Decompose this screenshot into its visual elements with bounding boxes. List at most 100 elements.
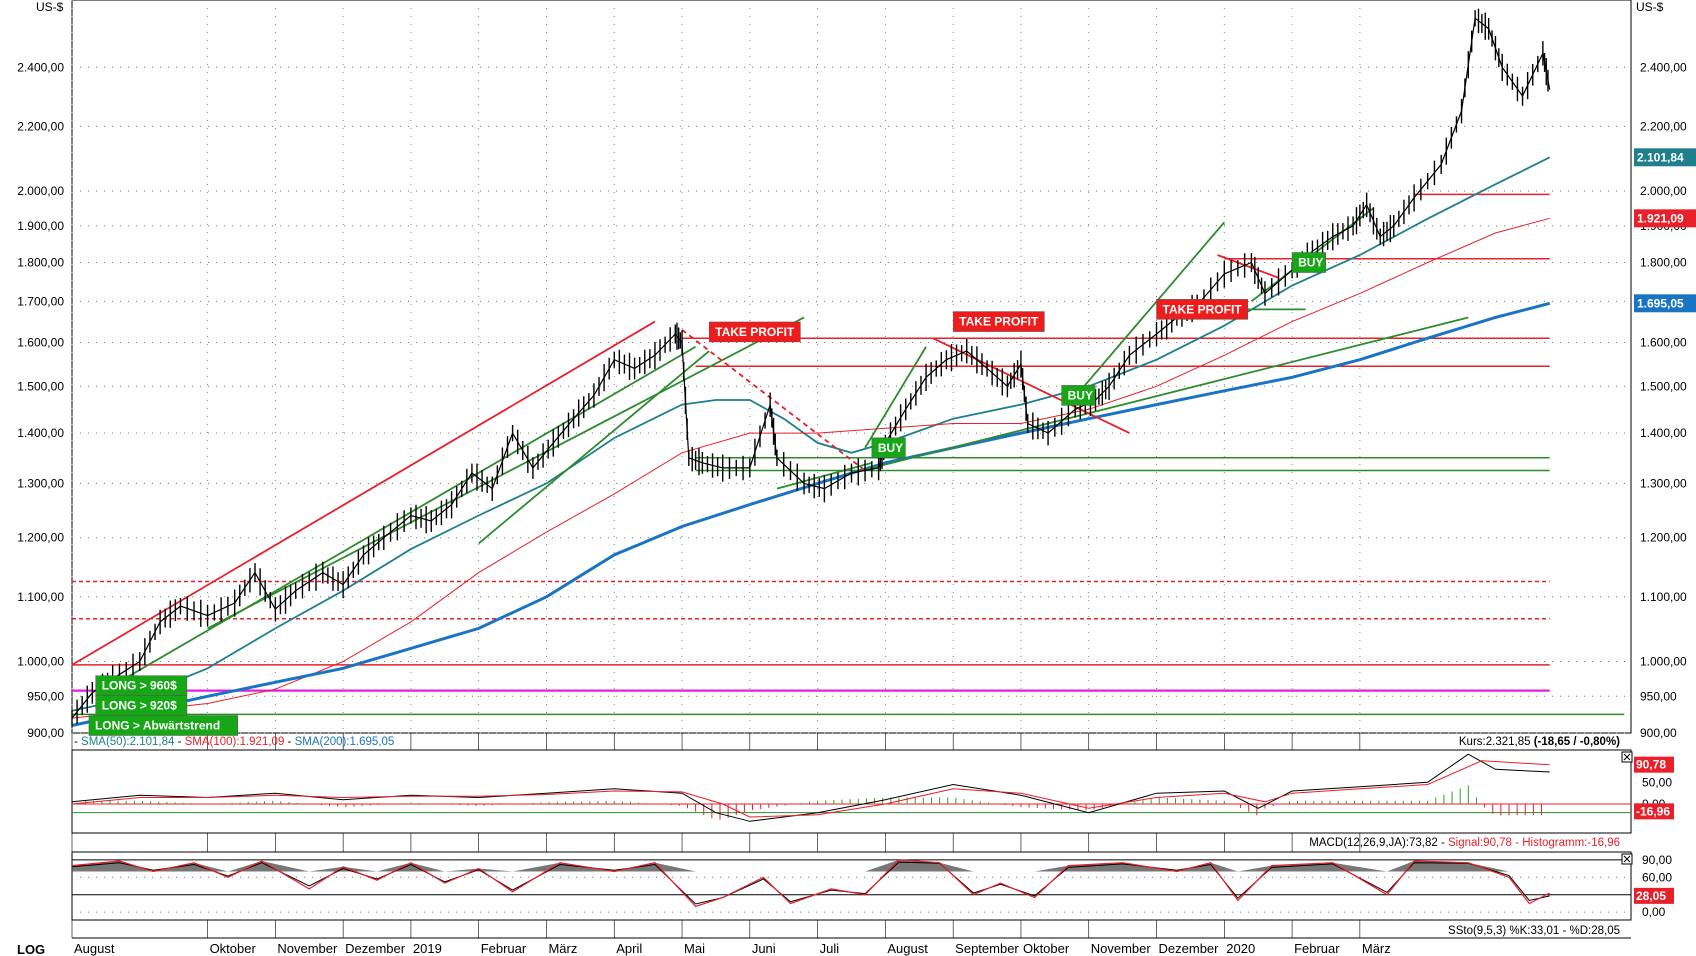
x-tick-label: März bbox=[1362, 941, 1391, 956]
annotation-box bbox=[1291, 252, 1326, 273]
trend-line bbox=[681, 329, 866, 472]
y-tick-label: 1.800,00 bbox=[1640, 256, 1687, 270]
kurs-readout: Kurs:2.321,85 (-18,65 / -0,80%) bbox=[1459, 736, 1620, 748]
macd-badge bbox=[1634, 756, 1674, 773]
stoch-badge bbox=[1634, 887, 1674, 904]
x-tick-label: Dezember bbox=[345, 941, 406, 956]
stoch-tick-label: 90,00 bbox=[1642, 853, 1672, 867]
stoch-tick-label: 0,00 bbox=[1642, 905, 1666, 919]
annotation-box bbox=[88, 715, 238, 736]
price-badge-label: 1.921,09 bbox=[1637, 211, 1684, 225]
y-unit-right: US-$ bbox=[1636, 0, 1664, 14]
price-badge bbox=[1634, 148, 1696, 167]
x-axis: August Oktober November Dezember 2019 Februar… bbox=[74, 941, 1391, 956]
macd-hist-badge-label: -16,96 bbox=[1636, 804, 1670, 818]
y-tick-label: 1.300,00 bbox=[1640, 476, 1687, 490]
x-tick-label: Februar bbox=[481, 941, 527, 956]
annotation-label: LONG > 960$ bbox=[102, 679, 177, 693]
sma-line bbox=[71, 217, 1550, 719]
y-tick-label: 1.400,00 bbox=[17, 426, 64, 440]
x-tick-label: Februar bbox=[1294, 941, 1340, 956]
price-badge-label: 2.101,84 bbox=[1637, 150, 1684, 164]
x-tick-label: Juni bbox=[752, 941, 776, 956]
price-badge bbox=[1634, 294, 1696, 313]
y-tick-label: 950,00 bbox=[27, 689, 64, 703]
kurs-label: Kurs: bbox=[1459, 736, 1486, 748]
x-tick-label: 2020 bbox=[1226, 941, 1255, 956]
x-tick-label: April bbox=[616, 941, 642, 956]
trend-line bbox=[71, 320, 656, 666]
x-tick-label: November bbox=[277, 941, 338, 956]
macd-legend: MACD(12,26,9,JA):73,82 - Signal:90,78 - … bbox=[1309, 837, 1620, 849]
macd-panel bbox=[71, 749, 1632, 834]
legend-sma50: SMA(50):2.101,84 bbox=[81, 736, 175, 748]
annotation-label: TAKE PROFIT bbox=[959, 315, 1039, 329]
macd-hist-label: Histogramm:-16,96 bbox=[1522, 837, 1620, 849]
price-badge bbox=[1634, 209, 1696, 228]
y-tick-label: 1.000,00 bbox=[1640, 654, 1687, 668]
legend-sma100: SMA(100):1.921,09 bbox=[185, 736, 285, 748]
log-scale-button[interactable]: LOG bbox=[17, 942, 45, 956]
x-tick-label: August bbox=[887, 941, 928, 956]
stoch-badge-label: 28,05 bbox=[1636, 889, 1666, 903]
y-axis-left: 2.400,00 2.200,00 2.000,00 1.900,00 1.800,00… bbox=[17, 60, 64, 740]
kurs-value: 2.321,85 bbox=[1486, 736, 1531, 748]
annotation-box bbox=[871, 437, 906, 459]
annotation-label: TAKE PROFIT bbox=[715, 325, 795, 339]
y-tick-label: 1.100,00 bbox=[1640, 590, 1687, 604]
annotation-label: TAKE PROFIT bbox=[1163, 302, 1243, 316]
x-tick-label: Dezember bbox=[1159, 941, 1220, 956]
x-tick-label: 2019 bbox=[413, 941, 442, 956]
y-tick-label: 2.000,00 bbox=[17, 184, 64, 198]
kurs-change: (-18,65 / -0,80%) bbox=[1534, 736, 1620, 748]
y-tick-label: 2.000,00 bbox=[1640, 184, 1687, 198]
y-tick-label: 2.200,00 bbox=[17, 119, 64, 133]
y-tick-label: 1.500,00 bbox=[1640, 379, 1687, 393]
x-tick-label: Mai bbox=[684, 941, 705, 956]
macd-badge-label: 90,78 bbox=[1636, 758, 1666, 772]
y-tick-label: 1.100,00 bbox=[17, 590, 64, 604]
x-tick-label: Oktober bbox=[1023, 941, 1070, 956]
y-tick-label: 1.400,00 bbox=[1640, 426, 1687, 440]
stoch-legend: SSto(9,5,3) %K:33,01 - %D:28,05 bbox=[1448, 925, 1620, 937]
trend-line bbox=[932, 337, 1130, 434]
trend-line bbox=[207, 316, 805, 630]
macd-signal-line bbox=[71, 760, 1550, 818]
y-tick-label: 2.400,00 bbox=[1640, 60, 1687, 74]
annotation-box bbox=[1156, 299, 1248, 320]
x-tick-label: September bbox=[955, 941, 1019, 956]
macd-signal-label: Signal:90,78 bbox=[1448, 837, 1512, 849]
annotation-box bbox=[1061, 385, 1096, 406]
y-tick-label: 900,00 bbox=[27, 726, 64, 740]
y-tick-label: 900,00 bbox=[1640, 726, 1677, 740]
x-tick-label: Oktober bbox=[210, 941, 257, 956]
price-badge-label: 1.695,05 bbox=[1637, 296, 1684, 310]
trend-line bbox=[1067, 221, 1225, 406]
annotation-box bbox=[708, 321, 801, 343]
macd-tick-label: 50,00 bbox=[1642, 775, 1672, 789]
y-tick-label: 950,00 bbox=[1640, 689, 1677, 703]
close-icon bbox=[1623, 855, 1631, 863]
close-icon bbox=[1623, 753, 1631, 761]
y-tick-label: 1.000,00 bbox=[17, 654, 64, 668]
annotation-box bbox=[952, 311, 1045, 332]
y-tick-label: 1.500,00 bbox=[17, 379, 64, 393]
annotation-label: BUY bbox=[1298, 256, 1323, 270]
y-tick-label: 1.600,00 bbox=[1640, 335, 1687, 349]
annotation-label: BUY bbox=[878, 441, 903, 455]
sma-legend: - SMA(50):2.101,84 - SMA(100):1.921,09 -… bbox=[74, 736, 394, 748]
stoch-tick-label: 60,00 bbox=[1642, 870, 1672, 884]
trade-annotations: TAKE PROFIT TAKE PROFIT TAKE PROFIT BUY BUY B… bbox=[88, 252, 1326, 736]
y-tick-label: 1.200,00 bbox=[17, 531, 64, 545]
x-tick-label: März bbox=[548, 941, 577, 956]
macd-line bbox=[71, 753, 1550, 822]
stoch-panel bbox=[71, 851, 1632, 921]
annotation-label: BUY bbox=[1068, 388, 1093, 402]
trend-line bbox=[851, 316, 1469, 474]
y-tick-label: 1.900,00 bbox=[17, 219, 64, 233]
y-axis-badges: 2.101,84 1.921,09 1.695,05 bbox=[1634, 148, 1696, 313]
y-axis-right: 2.400,002.200,002.000,001.900,001.800,00… bbox=[1640, 60, 1687, 740]
macd-label: MACD(12,26,9,JA):73,82 bbox=[1309, 837, 1437, 849]
y-tick-label: 2.400,00 bbox=[17, 60, 64, 74]
